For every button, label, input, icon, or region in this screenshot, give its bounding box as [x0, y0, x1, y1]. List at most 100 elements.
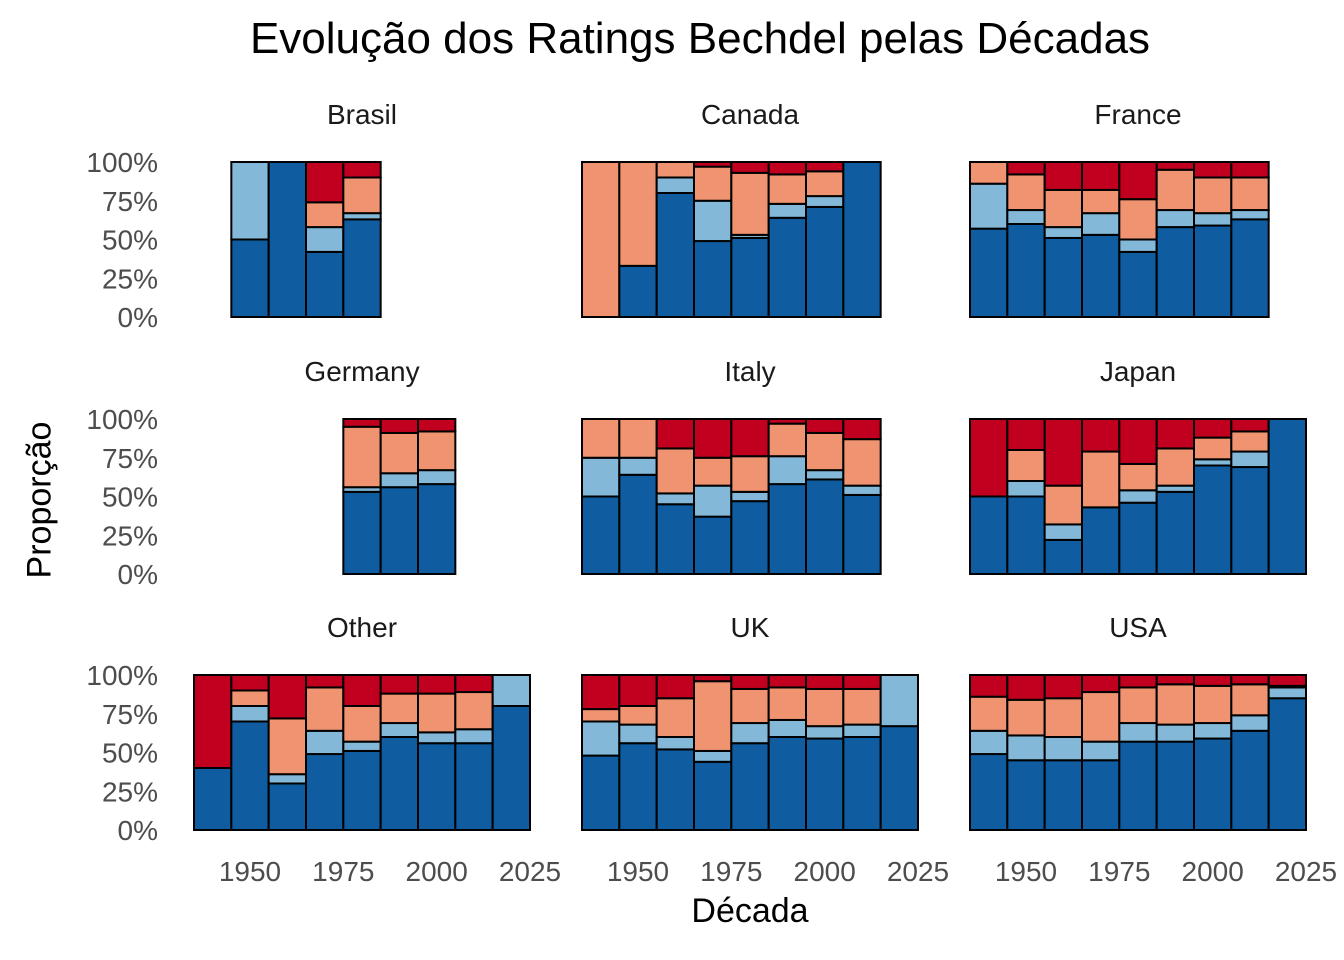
facet-other-y-tick: 0%	[118, 815, 158, 846]
facet-usa-bar-1980-seg-0	[1118, 740, 1158, 832]
facet-japan-bar-2010-seg-1	[1230, 450, 1270, 469]
facet-uk-bar-1980-seg-3	[730, 674, 770, 690]
facet-uk-bar-1970-seg-1	[693, 749, 733, 763]
facet-italy-bar-1940-seg-2	[581, 418, 621, 459]
facet-usa-bar-1940-seg-0	[969, 753, 1009, 831]
facet-uk-bar-2010-seg-3	[842, 674, 882, 690]
facet-italy-bar-1970-seg-2	[693, 456, 733, 487]
facet-france-bar-1940-seg-2	[969, 161, 1009, 185]
facet-canada-bar-1940-seg-2	[581, 161, 621, 318]
facet-france-bar-2010-seg-2	[1230, 176, 1270, 212]
facet-france-bar-1980-seg-1	[1118, 238, 1158, 253]
facet-italy-bar-2010-seg-1	[842, 484, 882, 496]
facet-france-bar-1940-seg-0	[969, 227, 1009, 318]
facet-uk-x-tick: 1975	[700, 856, 762, 887]
facet-japan-bar-2000-seg-2	[1193, 436, 1233, 461]
facet-uk-label: UK	[731, 612, 770, 643]
facet-italy-bar-2010-seg-0	[842, 493, 882, 576]
x-axis-label: Década	[691, 892, 809, 930]
facet-canada-bar-2000-seg-0	[805, 205, 845, 318]
facet-france-bar-1980-seg-2	[1118, 198, 1158, 241]
facet-uk-x-tick: 1950	[607, 856, 669, 887]
facet-usa-x-tick: 1975	[1088, 856, 1150, 887]
facet-uk-bar-2020-seg-1	[879, 674, 920, 728]
facet-canada-bar-1990-seg-1	[767, 202, 808, 219]
facet-japan-bar-1970-seg-2	[1081, 450, 1121, 509]
facet-other-y-tick: 75%	[102, 699, 158, 730]
facet-germany-y-tick: 0%	[118, 559, 158, 590]
facet-usa-bar-1960-seg-0	[1043, 759, 1083, 831]
facet-canada-bar-1970-seg-1	[693, 199, 733, 243]
facet-france-bar-1990-seg-1	[1155, 209, 1195, 229]
facet-uk-bar-2010-seg-2	[842, 687, 882, 726]
facet-other-bar-1950-seg-0	[230, 720, 270, 831]
facet-brasil-bar-1960-seg-0	[267, 161, 307, 318]
facet-other-bar-1990-seg-0	[379, 736, 419, 831]
facet-france-bar-1980-seg-0	[1118, 250, 1158, 318]
facet-germany-bar-1980-seg-2	[342, 425, 382, 489]
facet-other-bar-1980-seg-0	[342, 749, 382, 832]
facet-other-bar-2010-seg-0	[454, 742, 494, 832]
facet-uk-bar-1970-seg-2	[693, 680, 733, 752]
facet-japan-bar-1990-seg-3	[1155, 418, 1195, 450]
facet-france-bar-1950-seg-0	[1006, 223, 1046, 318]
facet-france-bar-1990-seg-3	[1155, 161, 1195, 171]
facet-usa-bar-1970-seg-1	[1081, 740, 1121, 762]
facet-japan-bar-1980-seg-2	[1118, 462, 1158, 492]
facet-uk-bar-1940-seg-0	[581, 754, 621, 831]
facet-japan-bar-2010-seg-0	[1230, 466, 1270, 575]
facet-france-bar-1970-seg-0	[1081, 233, 1121, 319]
facet-germany-y-tick: 50%	[102, 482, 158, 513]
facet-france-bar-1970-seg-3	[1081, 161, 1121, 191]
facet-uk-bar-1960-seg-0	[655, 748, 696, 832]
facet-france-bar-1940-seg-1	[969, 182, 1009, 230]
facet-france-bar-1960-seg-1	[1043, 226, 1083, 239]
facet-usa-bar-2000-seg-2	[1193, 684, 1233, 725]
facet-usa-x-tick: 1950	[995, 856, 1057, 887]
facet-other-bar-1970-seg-3	[305, 674, 345, 689]
facet-other-bar-1960-seg-0	[267, 782, 307, 831]
facet-brasil-bar-1970-seg-1	[305, 226, 345, 253]
facet-usa-bar-1990-seg-0	[1155, 740, 1195, 832]
facet-other-bar-1970-seg-0	[305, 753, 345, 831]
facet-canada-label: Canada	[701, 99, 800, 130]
facet-uk-bar-1970-seg-3	[693, 674, 733, 683]
facet-italy-bar-1960-seg-3	[655, 418, 696, 450]
facet-usa-bar-2010-seg-3	[1230, 674, 1270, 686]
facet-japan-bar-1960-seg-0	[1043, 538, 1083, 576]
facet-canada-bar-1980-seg-2	[730, 171, 770, 236]
facet-brasil-bar-1980-seg-3	[342, 161, 382, 179]
facet-canada-bar-1970-seg-0	[693, 240, 733, 318]
facet-other-bar-1980-seg-1	[342, 740, 382, 752]
facet-usa-bar-2000-seg-3	[1193, 674, 1233, 687]
facet-japan-bar-1950-seg-3	[1006, 418, 1046, 451]
facet-canada-bar-1980-seg-0	[730, 236, 770, 318]
facet-germany-y-tick: 75%	[102, 443, 158, 474]
facet-japan-bar-1960-seg-3	[1043, 418, 1083, 487]
facet-canada-bar-1950-seg-2	[618, 161, 658, 267]
facet-italy-bar-1980-seg-2	[730, 455, 770, 493]
facet-italy-bar-1970-seg-1	[693, 484, 733, 518]
facet-italy-bar-2000-seg-0	[805, 478, 845, 576]
facet-italy-bar-1990-seg-3	[767, 418, 808, 425]
facet-other-x-tick: 2000	[406, 856, 468, 887]
facet-italy-bar-1940-seg-1	[581, 456, 621, 498]
facet-uk-bar-2020-seg-0	[879, 725, 920, 832]
facet-france-bar-1960-seg-2	[1043, 188, 1083, 229]
facet-japan-bar-2000-seg-0	[1193, 464, 1233, 575]
facet-usa-x-tick: 2000	[1182, 856, 1244, 887]
facet-brasil-y-tick: 50%	[102, 225, 158, 256]
facet-brasil-bar-1970-seg-3	[305, 161, 345, 204]
facet-usa-bar-1970-seg-3	[1081, 674, 1121, 694]
facet-italy-bar-1970-seg-0	[693, 515, 733, 576]
facet-brasil-y-tick: 75%	[102, 186, 158, 217]
facet-brasil-bar-1980-seg-2	[342, 176, 382, 215]
facet-japan-bar-1990-seg-0	[1155, 490, 1195, 576]
facet-other-bar-1950-seg-2	[230, 689, 270, 707]
facet-japan-bar-2000-seg-3	[1193, 418, 1233, 439]
facet-other-bar-1980-seg-2	[342, 705, 382, 743]
facet-france-bar-2010-seg-3	[1230, 161, 1270, 179]
facet-other-y-tick: 25%	[102, 776, 158, 807]
facet-uk-bar-1980-seg-0	[730, 742, 770, 832]
facet-uk-x-tick: 2025	[887, 856, 949, 887]
